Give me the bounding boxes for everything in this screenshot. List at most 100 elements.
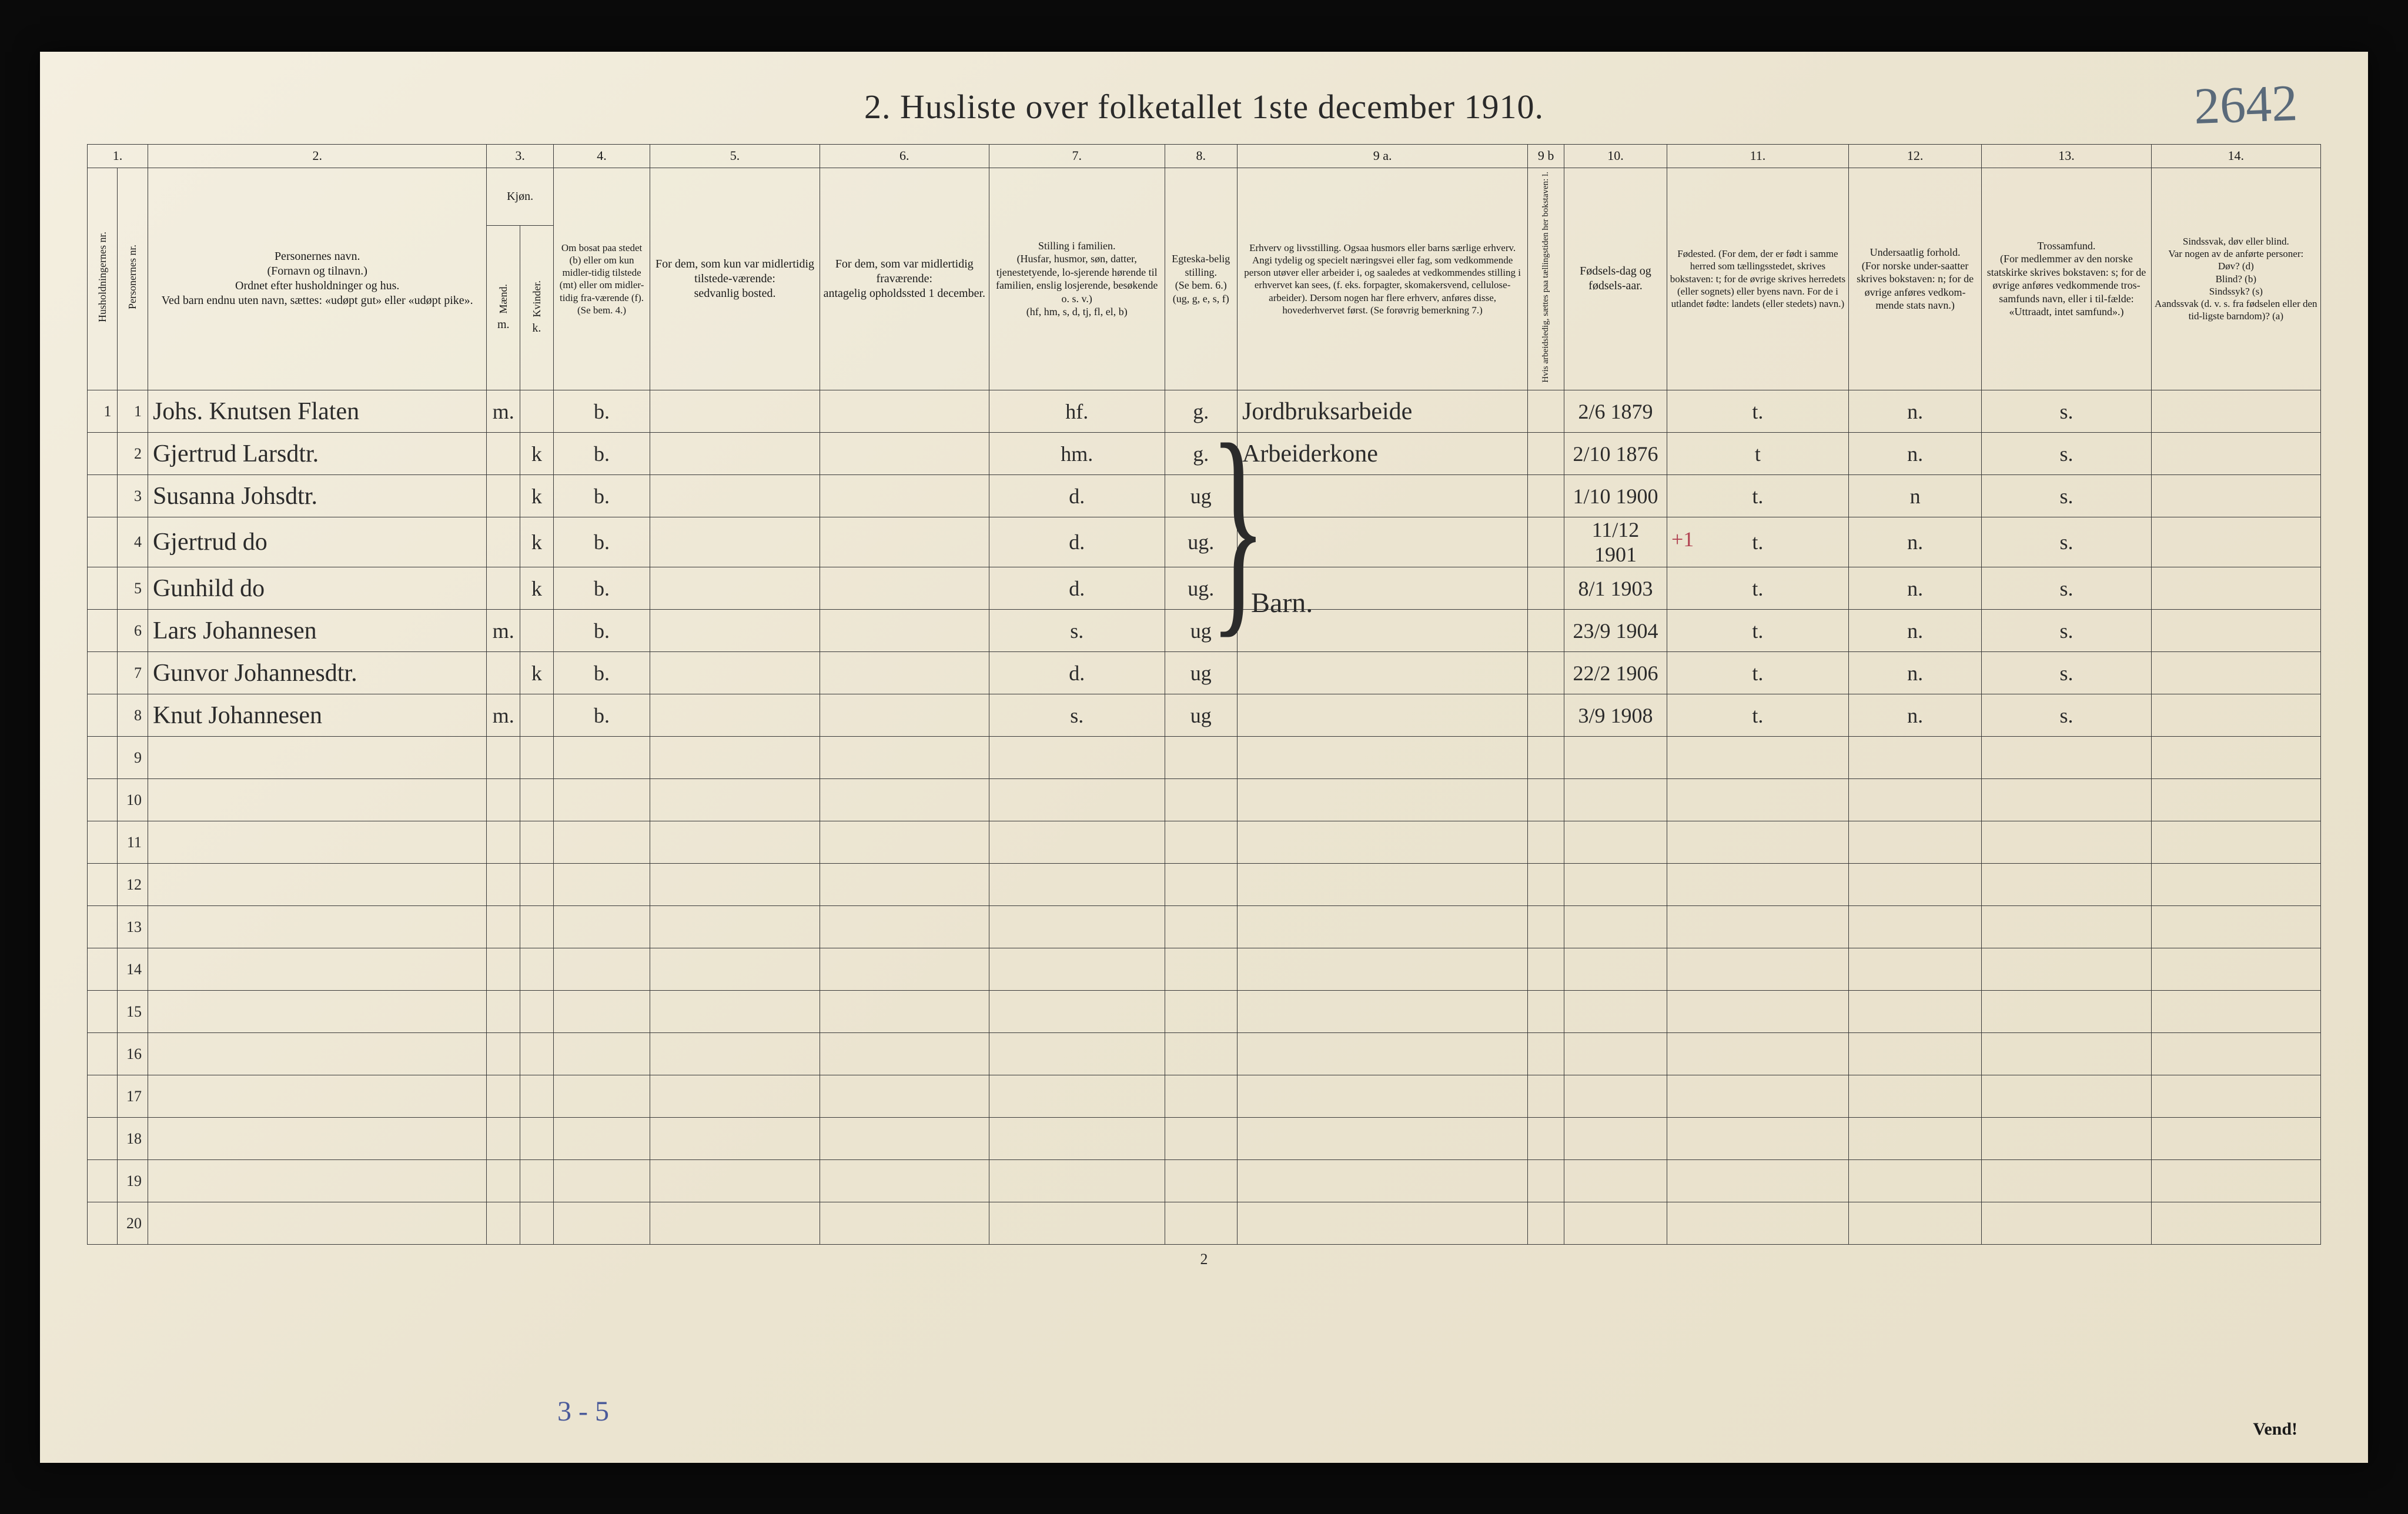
empty-cell [553,1118,650,1160]
gender-m: m. [487,390,520,433]
unemployed [1528,517,1564,567]
unemployed [1528,475,1564,517]
table-row-empty: 17 [88,1075,2321,1118]
person-name: Gjertrud do [148,517,487,567]
citizenship: n [1848,475,1981,517]
empty-cell [1238,737,1528,779]
birthplace: t. [1667,517,1848,567]
table-row-empty: 20 [88,1202,2321,1245]
empty-cell [1528,821,1564,864]
household-nr [88,1118,118,1160]
colnum-5: 5. [650,144,820,168]
person-nr: 5 [118,567,148,610]
family-position: s. [989,610,1165,652]
person-nr: 18 [118,1118,148,1160]
household-nr [88,948,118,991]
household-nr [88,821,118,864]
colnum-13: 13. [1982,144,2151,168]
unemployed [1528,694,1564,737]
gender-m [487,433,520,475]
brace-label: Barn. [1251,587,1313,619]
empty-cell [1528,779,1564,821]
residence: b. [553,610,650,652]
residence: b. [553,652,650,694]
family-position: d. [989,652,1165,694]
family-position: s. [989,694,1165,737]
table-header: 1. 2. 3. 4. 5. 6. 7. 8. 9 a. 9 b 10. 11.… [88,144,2321,390]
table-row: 2Gjertrud Larsdtr.kb.hm.g.Arbeiderkone2/… [88,433,2321,475]
empty-cell [1848,1075,1981,1118]
person-name: Knut Johannesen [148,694,487,737]
empty-cell [487,1075,520,1118]
empty-cell [820,991,989,1033]
birthplace: t. [1667,652,1848,694]
household-nr [88,779,118,821]
temp-present [650,652,820,694]
form-title: 2. Husliste over folketallet 1ste decemb… [87,87,2321,126]
empty-cell [1848,1118,1981,1160]
birthplace: t. [1667,567,1848,610]
empty-cell [989,737,1165,779]
empty-cell [1667,737,1848,779]
empty-cell [1982,779,2151,821]
family-position: d. [989,475,1165,517]
empty-cell [820,864,989,906]
empty-cell [2151,1075,2320,1118]
empty-cell [1564,1033,1667,1075]
empty-cell [487,991,520,1033]
temp-absent [820,567,989,610]
empty-cell [487,1160,520,1202]
empty-cell [650,1118,820,1160]
gender-k [520,694,554,737]
empty-cell [2151,948,2320,991]
table-row: 8Knut Johannesenm.b.s.ug3/9 1908t.n.s. [88,694,2321,737]
empty-cell [1982,948,2151,991]
gender-m [487,652,520,694]
household-nr [88,1160,118,1202]
empty-cell [148,1075,487,1118]
empty-cell [989,821,1165,864]
col1-person-nr: Personernes nr. [118,168,148,390]
residence: b. [553,433,650,475]
marital: ug [1165,475,1238,517]
person-nr: 9 [118,737,148,779]
disability [2151,517,2320,567]
empty-cell [1982,737,2151,779]
col12-citizenship: Undersaatlig forhold. (For norske under-… [1848,168,1981,390]
col5-temp-present: For dem, som kun var midlertidig tilsted… [650,168,820,390]
birthplace: t. [1667,610,1848,652]
empty-cell [520,864,554,906]
empty-cell [1238,1202,1528,1245]
empty-cell [820,1202,989,1245]
household-nr [88,1033,118,1075]
empty-cell [553,737,650,779]
table-row-empty: 14 [88,948,2321,991]
empty-cell [148,1202,487,1245]
religion: s. [1982,652,2151,694]
empty-cell [1848,1202,1981,1245]
empty-cell [1528,1160,1564,1202]
empty-cell [2151,1033,2320,1075]
empty-cell [520,779,554,821]
person-name: Johs. Knutsen Flaten [148,390,487,433]
empty-cell [1667,779,1848,821]
person-nr: 13 [118,906,148,948]
occupation: Jordbruksarbeide [1238,390,1528,433]
empty-cell [1238,1160,1528,1202]
person-nr: 14 [118,948,148,991]
empty-cell [1667,864,1848,906]
empty-cell [1982,821,2151,864]
empty-cell [1667,1033,1848,1075]
temp-present [650,517,820,567]
unemployed [1528,610,1564,652]
temp-present [650,390,820,433]
citizenship: n. [1848,694,1981,737]
religion: s. [1982,390,2151,433]
empty-cell [1982,1160,2151,1202]
temp-absent [820,433,989,475]
empty-cell [2151,1202,2320,1245]
table-row: 5Gunhild dokb.d.ug.8/1 1903t.n.s. [88,567,2321,610]
empty-cell [520,1118,554,1160]
col14-disability: Sindssvak, døv eller blind. Var nogen av… [2151,168,2320,390]
empty-cell [1238,948,1528,991]
